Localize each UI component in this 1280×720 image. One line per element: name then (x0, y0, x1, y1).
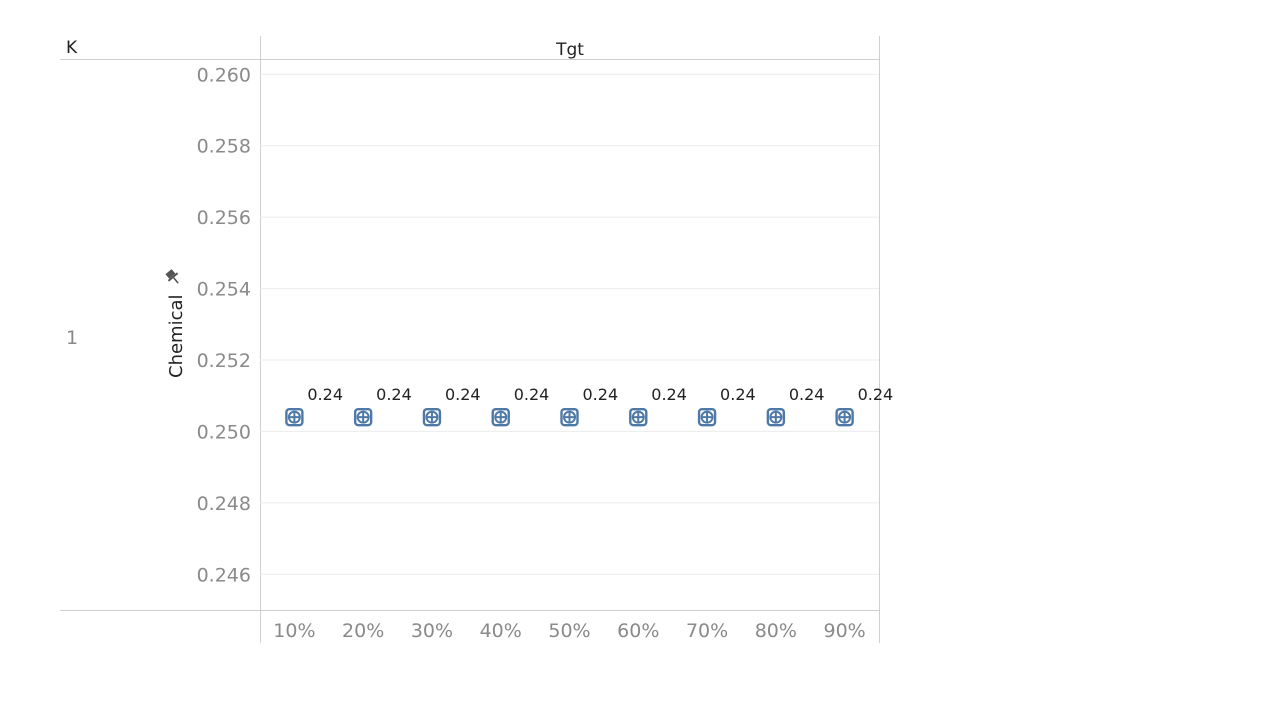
x-tick-label: 20% (342, 620, 384, 642)
data-point[interactable] (560, 407, 579, 427)
y-tick-label: 0.254 (197, 279, 251, 301)
data-point[interactable] (353, 407, 373, 427)
row-field-header[interactable]: K (66, 38, 78, 58)
data-label: 0.24 (376, 385, 412, 404)
data-labels: 0.24 0.24 0.24 0.24 0.24 0.24 0.24 0.24 0.24 (307, 385, 893, 404)
y-tick-label: 0.252 (197, 350, 251, 372)
data-point[interactable] (697, 407, 717, 427)
y-axis-title-group: Chemical (166, 294, 187, 378)
data-label: 0.24 (720, 385, 756, 404)
data-label: 0.24 (789, 385, 825, 404)
data-point[interactable] (835, 407, 854, 427)
column-field-header[interactable]: Tgt (555, 40, 584, 60)
data-point[interactable] (422, 407, 442, 427)
y-tick-label: 0.250 (197, 421, 251, 443)
y-axis-title[interactable]: Chemical (166, 294, 187, 378)
x-tick-label: 70% (686, 620, 728, 642)
row-label: 1 (66, 327, 78, 349)
data-points (285, 407, 854, 427)
data-label: 0.24 (651, 385, 687, 404)
y-tick-label: 0.258 (197, 136, 251, 158)
data-label: 0.24 (583, 385, 619, 404)
x-tick-label: 90% (823, 620, 865, 642)
data-point[interactable] (766, 407, 786, 427)
x-tick-label: 50% (548, 620, 590, 642)
data-label: 0.24 (858, 385, 894, 404)
x-tick-label: 80% (755, 620, 797, 642)
pin-icon[interactable] (164, 268, 183, 287)
data-point[interactable] (629, 407, 648, 427)
y-tick-label: 0.246 (197, 564, 251, 586)
x-tick-label: 30% (411, 620, 453, 642)
x-axis-ticks: 10% 20% 30% 40% 50% 60% 70% 80% 90% (273, 620, 865, 642)
data-point[interactable] (285, 407, 304, 427)
x-tick-label: 60% (617, 620, 659, 642)
x-tick-label: 40% (480, 620, 522, 642)
y-tick-label: 0.260 (197, 64, 251, 86)
data-label: 0.24 (445, 385, 481, 404)
x-tick-label: 10% (273, 620, 315, 642)
chart-frame (60, 36, 880, 643)
y-tick-label: 0.248 (197, 493, 251, 515)
data-label: 0.24 (514, 385, 550, 404)
data-point[interactable] (491, 407, 510, 427)
y-tick-label: 0.256 (197, 207, 251, 229)
gridlines (260, 73, 879, 575)
data-label: 0.24 (307, 385, 343, 404)
y-axis-ticks: 0.246 0.248 0.250 0.252 0.254 0.256 0.258 0.260 (197, 64, 251, 586)
